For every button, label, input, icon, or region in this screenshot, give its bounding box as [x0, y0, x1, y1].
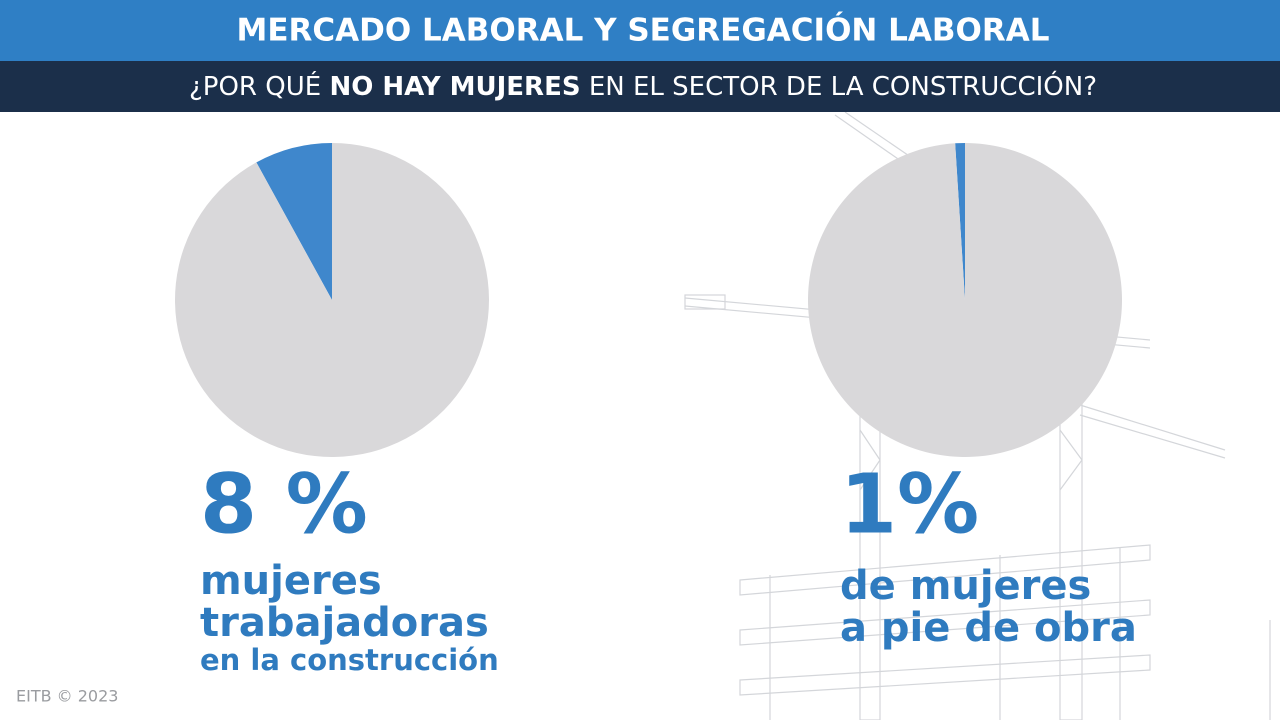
subtitle-emphasis: NO HAY MUJERES — [329, 72, 580, 102]
caption-line: mujeres — [200, 558, 382, 604]
value-label: 8 % — [200, 457, 368, 552]
crane-background — [684, 111, 1271, 720]
pie-slice — [807, 143, 1122, 458]
caption-line: en la construcción — [200, 643, 499, 677]
footer: EITB © 2023 — [16, 687, 118, 706]
header-bar — [0, 0, 1280, 61]
caption-line: a pie de obra — [840, 605, 1137, 651]
subtitle: ¿POR QUÉ NO HAY MUJERES EN EL SECTOR DE … — [189, 70, 1097, 102]
subtitle-part: EN EL SECTOR DE LA CONSTRUCCIÓN? — [581, 70, 1097, 102]
value-label: 1% — [840, 457, 979, 552]
pie-slice — [256, 143, 332, 300]
pie-slice — [174, 143, 489, 457]
pie-slice — [955, 143, 965, 300]
title: MERCADO LABORAL Y SEGREGACIÓN LABORAL — [236, 12, 1049, 49]
subheader-bar — [0, 61, 1280, 112]
caption-line: trabajadoras — [200, 600, 489, 646]
subtitle-part: ¿POR QUÉ — [189, 70, 329, 102]
caption-line: de mujeres — [840, 563, 1091, 609]
